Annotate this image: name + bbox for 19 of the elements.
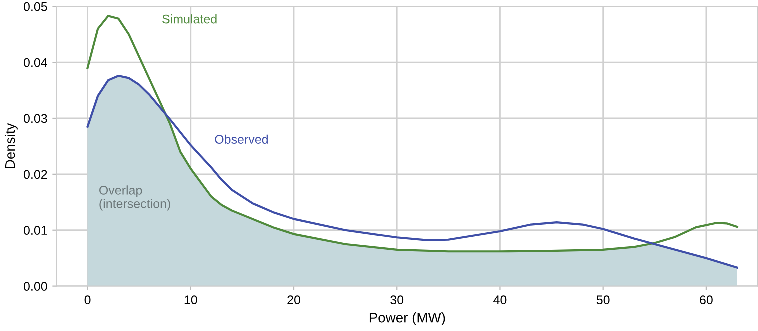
y-tick-label: 0.05 (24, 2, 48, 12)
x-tick-label: 60 (700, 296, 713, 305)
x-tick-label: 40 (494, 296, 507, 305)
y-tick-label: 0.04 (24, 58, 48, 68)
y-axis-title: Density (4, 123, 18, 168)
series-label: Observed (215, 134, 268, 144)
y-tick-label: 0.00 (24, 282, 48, 291)
x-axis-title: Power (MW) (370, 312, 446, 326)
x-tick-label: 30 (390, 296, 404, 305)
y-tick-label: 0.03 (24, 114, 48, 124)
x-tick-label: 20 (288, 296, 300, 305)
text: Simulated (162, 14, 217, 24)
x-tick-label: 0 (84, 296, 91, 305)
series-label: Overlap (intersection) (100, 186, 170, 211)
line-series (86, 15, 738, 253)
y-tick-label: 0.01 (24, 226, 48, 236)
x-tick-label: 50 (596, 296, 610, 305)
y-tick-label: 0.02 (24, 170, 48, 180)
x-tick-label: 10 (184, 296, 198, 305)
